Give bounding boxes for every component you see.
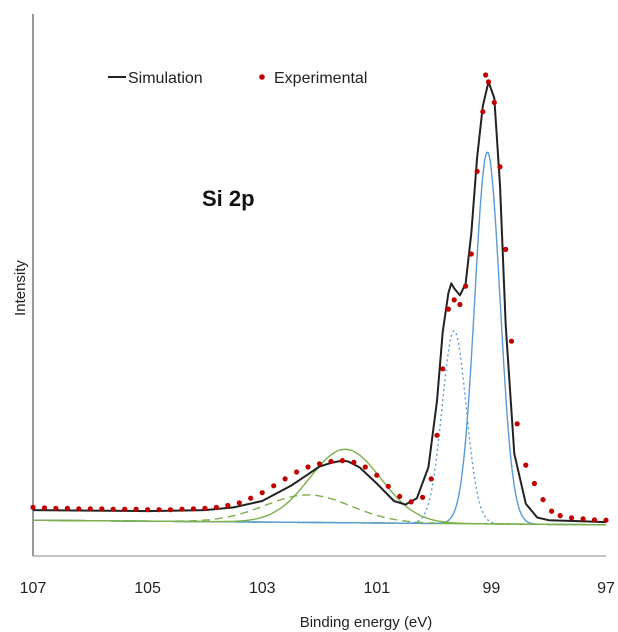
x-tick-label: 105	[134, 580, 161, 597]
experimental-point	[167, 507, 174, 513]
component-curve-3	[33, 448, 606, 526]
experimental-point	[508, 338, 515, 344]
experimental-point	[236, 500, 242, 506]
experimental-point	[339, 458, 345, 464]
experimental-point	[305, 464, 311, 470]
experimental-point	[328, 458, 334, 465]
experimental-point	[591, 517, 598, 523]
component-curve-4	[33, 494, 606, 526]
experimental-point	[457, 301, 463, 308]
experimental-point	[485, 79, 492, 85]
experimental-point	[468, 251, 474, 257]
experimental-point	[503, 246, 509, 252]
experimental-point	[225, 502, 231, 509]
experimental-point	[190, 506, 196, 512]
experimental-point	[53, 505, 59, 511]
legend-label-simulation: Simulation	[128, 70, 203, 87]
x-tick-label: 107	[20, 580, 47, 597]
experimental-point	[463, 283, 469, 289]
experimental-point	[497, 164, 503, 170]
peak-annotation: Si 2p	[202, 186, 255, 211]
x-tick-labels: 107 105 103 101 99 97	[20, 580, 615, 597]
experimental-point	[362, 464, 368, 470]
component-curve-1	[33, 151, 606, 526]
peak-components	[33, 151, 606, 526]
experimental-point	[248, 495, 254, 501]
experimental-point	[110, 506, 116, 512]
experimental-point	[122, 506, 128, 512]
experimental-point	[408, 499, 414, 505]
experimental-point	[145, 507, 151, 513]
experimental-point	[549, 508, 555, 514]
legend: Simulation Experimental	[108, 70, 367, 87]
experimental-point	[445, 306, 451, 312]
experimental-point	[514, 421, 520, 427]
experimental-point	[434, 432, 440, 438]
experimental-point	[30, 504, 36, 510]
legend-dot-swatch	[259, 74, 265, 80]
experimental-point	[603, 517, 609, 523]
x-tick-label: 97	[597, 580, 615, 597]
experimental-point	[480, 109, 486, 115]
experimental-point	[483, 72, 489, 78]
experimental-point	[451, 297, 457, 303]
experimental-point	[41, 505, 48, 511]
experimental-point	[259, 490, 265, 496]
experimental-point	[213, 504, 219, 510]
experimental-point	[580, 516, 586, 522]
x-tick-label: 103	[249, 580, 276, 597]
experimental-point	[76, 506, 82, 512]
experimental-layer	[30, 72, 609, 523]
experimental-point	[133, 506, 139, 512]
x-tick-label: 101	[363, 580, 390, 597]
experimental-point	[569, 515, 575, 521]
experimental-point	[397, 493, 403, 499]
experimental-point	[385, 483, 391, 489]
y-axis-title: Intensity	[12, 260, 29, 316]
experimental-point	[540, 497, 546, 503]
experimental-point	[428, 476, 434, 482]
experimental-point	[374, 472, 380, 478]
experimental-point	[420, 494, 426, 500]
experimental-point	[64, 505, 70, 511]
legend-label-experimental: Experimental	[274, 70, 367, 87]
experimental-point	[557, 513, 563, 519]
experimental-point	[156, 507, 162, 513]
experimental-point	[491, 99, 497, 106]
experimental-point	[294, 469, 300, 475]
simulation-line	[32, 80, 607, 524]
x-tick-label: 99	[483, 580, 501, 597]
experimental-point	[523, 462, 529, 468]
simulation-layer	[32, 80, 607, 524]
experimental-point	[440, 366, 446, 372]
experimental-point	[531, 480, 538, 487]
experimental-point	[202, 505, 208, 511]
x-axis-title: Binding energy (eV)	[300, 614, 433, 631]
experimental-point	[474, 168, 480, 174]
experimental-point	[179, 506, 185, 512]
experimental-point	[271, 483, 277, 489]
experimental-point	[316, 461, 323, 467]
experimental-point	[282, 476, 288, 482]
experimental-point	[87, 506, 93, 512]
experimental-point	[99, 506, 105, 512]
experimental-point	[351, 459, 357, 465]
